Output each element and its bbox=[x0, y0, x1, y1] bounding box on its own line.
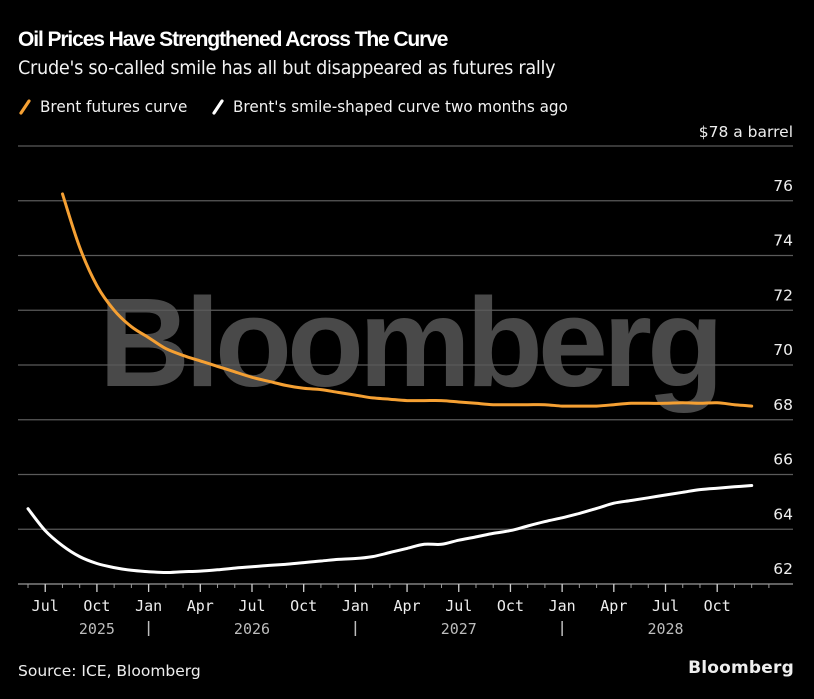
x-tick-label: Apr bbox=[600, 597, 627, 615]
legend-swatch-orange-icon bbox=[19, 98, 31, 115]
bloomberg-logo: Bloomberg bbox=[688, 658, 794, 678]
y-tick-label: 70 bbox=[773, 341, 793, 359]
x-tick-label: Oct bbox=[290, 597, 317, 615]
x-tick-label: Oct bbox=[497, 597, 524, 615]
legend-item-smile-curve: Brent's smile-shaped curve two months ag… bbox=[211, 97, 585, 116]
y-tick-label: 74 bbox=[773, 232, 793, 250]
x-tick-label: Jul bbox=[238, 597, 265, 615]
x-tick-label: Oct bbox=[704, 597, 731, 615]
legend: Brent futures curve Brent's smile-shaped… bbox=[18, 97, 602, 116]
series-line-smile-curve bbox=[26, 484, 754, 574]
chart-subtitle: Crude's so-called smile has all but disa… bbox=[18, 57, 556, 79]
y-tick-label: 64 bbox=[773, 505, 793, 523]
x-tick-label: Jan bbox=[342, 597, 369, 615]
watermark-text: Bloomberg bbox=[99, 272, 719, 413]
legend-label: Brent futures curve bbox=[40, 97, 188, 116]
x-year-label: 2025 bbox=[79, 620, 115, 638]
y-tick-label: 72 bbox=[773, 286, 793, 304]
y-tick-label: 76 bbox=[773, 177, 793, 195]
chart-title: Oil Prices Have Strengthened Across The … bbox=[18, 28, 448, 51]
legend-label: Brent's smile-shaped curve two months ag… bbox=[233, 97, 568, 116]
source-note: Source: ICE, Bloomberg bbox=[18, 662, 201, 680]
legend-swatch-white-icon bbox=[212, 98, 224, 115]
x-tick-label: Jul bbox=[32, 597, 59, 615]
series-line-brent-futures bbox=[61, 192, 754, 408]
x-tick-label: Oct bbox=[83, 597, 110, 615]
x-tick-label: Jul bbox=[652, 597, 679, 615]
x-tick-label: Jan bbox=[549, 597, 576, 615]
x-year-label: 2027 bbox=[441, 620, 477, 638]
y-tick-label: 66 bbox=[773, 451, 793, 469]
x-year-label: 2026 bbox=[234, 620, 270, 638]
y-tick-label: 68 bbox=[773, 396, 793, 414]
x-tick-label: Jan bbox=[135, 597, 162, 615]
x-year-label: 2028 bbox=[647, 620, 683, 638]
x-tick-label: Apr bbox=[187, 597, 214, 615]
x-tick-label: Jul bbox=[445, 597, 472, 615]
y-unit-label: $78 a barrel bbox=[699, 123, 793, 141]
x-tick-label: Apr bbox=[394, 597, 421, 615]
y-tick-label: 62 bbox=[773, 560, 793, 578]
legend-item-brent-futures: Brent futures curve bbox=[18, 97, 195, 116]
